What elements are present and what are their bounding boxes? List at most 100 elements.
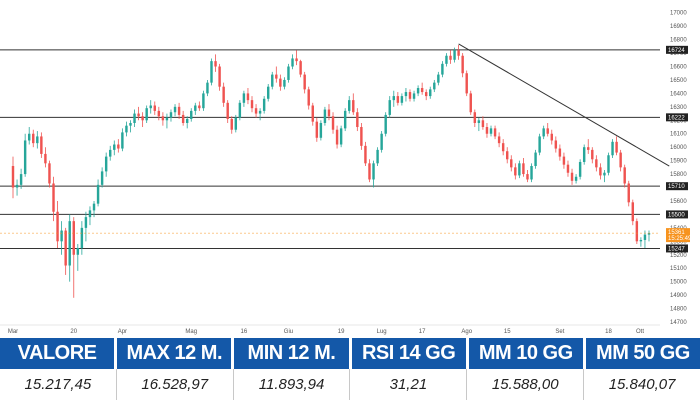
candle-body (566, 164, 570, 173)
candle-body (88, 210, 92, 218)
candle-body (202, 93, 205, 109)
candle-body (348, 100, 351, 111)
candle-body (522, 163, 525, 175)
candle-body (449, 55, 452, 60)
current-price-box (666, 228, 690, 243)
candle-body (647, 233, 651, 235)
candle-body (396, 96, 400, 103)
candle-body (23, 140, 27, 175)
candle-body (339, 128, 343, 145)
candle-body (100, 171, 104, 185)
candle-body (279, 78, 282, 87)
candle-body (52, 183, 55, 212)
x-tick-label: Mar (8, 329, 18, 335)
candle-body (113, 144, 116, 150)
candle-body (258, 110, 262, 114)
candle-body (48, 163, 51, 184)
y-tick-label: 15200 (670, 253, 687, 259)
candle-body (319, 122, 323, 138)
candle-body (534, 152, 537, 167)
candle-body (611, 141, 614, 156)
candle-body (510, 159, 513, 168)
candle-body (574, 176, 578, 181)
candle-body (275, 74, 278, 79)
candle-body (477, 120, 481, 123)
candle-body (129, 122, 132, 126)
stats-header-min-12m: MIN 12 M. (234, 338, 349, 369)
level-label: 15500 (668, 212, 685, 218)
candle-body (218, 66, 221, 87)
stats-header-row: VALORE MAX 12 M. MIN 12 M. RSI 14 GG MM … (0, 338, 700, 369)
candle-body (343, 110, 347, 129)
candle-body (518, 163, 521, 176)
y-tick-label: 15100 (670, 266, 687, 272)
candle-body (11, 166, 15, 188)
current-price-time: 15:25:49 (668, 236, 692, 242)
stats-header-max-12m: MAX 12 M. (117, 338, 232, 369)
candle-body (234, 117, 238, 130)
y-tick-label: 16700 (670, 51, 687, 57)
stats-header-valore: VALORE (0, 338, 115, 369)
candle-body (117, 144, 120, 149)
candle-body (68, 221, 71, 266)
candle-body (295, 58, 298, 62)
level-label: 16222 (668, 115, 685, 121)
current-price-label: 15361 (668, 230, 685, 236)
candle-body (627, 183, 630, 203)
candle-body (56, 211, 59, 242)
candle-body (80, 227, 84, 249)
candle-body (546, 128, 549, 134)
candle-body (392, 96, 396, 101)
candle-body (44, 153, 47, 164)
candle-body (631, 202, 635, 222)
candle-body (635, 221, 639, 242)
candle-body (429, 89, 432, 97)
y-tick-label: 16900 (670, 24, 687, 30)
candle-body (283, 79, 286, 87)
candle-body (214, 61, 217, 67)
x-tick-label: Apr (118, 329, 127, 335)
candle-body (388, 100, 391, 115)
candle-body (84, 217, 88, 228)
stats-header-mm-50gg: MM 50 GG (585, 338, 700, 369)
candle-body (287, 66, 290, 80)
candle-body (303, 74, 306, 90)
candle-body (607, 155, 610, 173)
y-tick-label: 15000 (670, 280, 687, 286)
y-tick-label: 16000 (670, 145, 687, 151)
candle-body (149, 105, 152, 109)
candle-body (372, 163, 375, 180)
candle-body (250, 100, 254, 109)
candle-body (137, 113, 140, 117)
price-chart: 17000 16900 16800 16700 16600 16500 16400 16300… (0, 10, 692, 335)
candle-body (19, 174, 23, 185)
candle-body (157, 110, 161, 117)
x-tick-label: 20 (70, 329, 77, 335)
candle-body (639, 239, 643, 242)
candle-body (92, 203, 96, 211)
candle-body (615, 141, 618, 153)
candle-body (473, 112, 477, 123)
candle-body (96, 184, 100, 204)
x-tick-label: Giu (284, 329, 293, 335)
candle-body (526, 174, 529, 180)
candle-body (550, 133, 553, 141)
y-tick-label: 16100 (670, 132, 687, 138)
candle-body (64, 230, 67, 266)
level-label: 16724 (668, 48, 685, 54)
candle-body (493, 128, 497, 137)
y-tick-label: 16600 (670, 65, 687, 71)
level-label-box (666, 45, 688, 54)
candle-body (445, 55, 448, 64)
candle-body (60, 230, 63, 242)
candle-body (497, 136, 501, 144)
candle-body (291, 58, 294, 67)
candle-body (299, 61, 302, 75)
candle-body (72, 221, 75, 255)
candle-body (643, 234, 647, 240)
candle-body (177, 106, 181, 115)
candle-body (331, 116, 335, 130)
candle-body (121, 132, 124, 149)
candle-body (311, 105, 314, 122)
candle-body (558, 148, 562, 157)
